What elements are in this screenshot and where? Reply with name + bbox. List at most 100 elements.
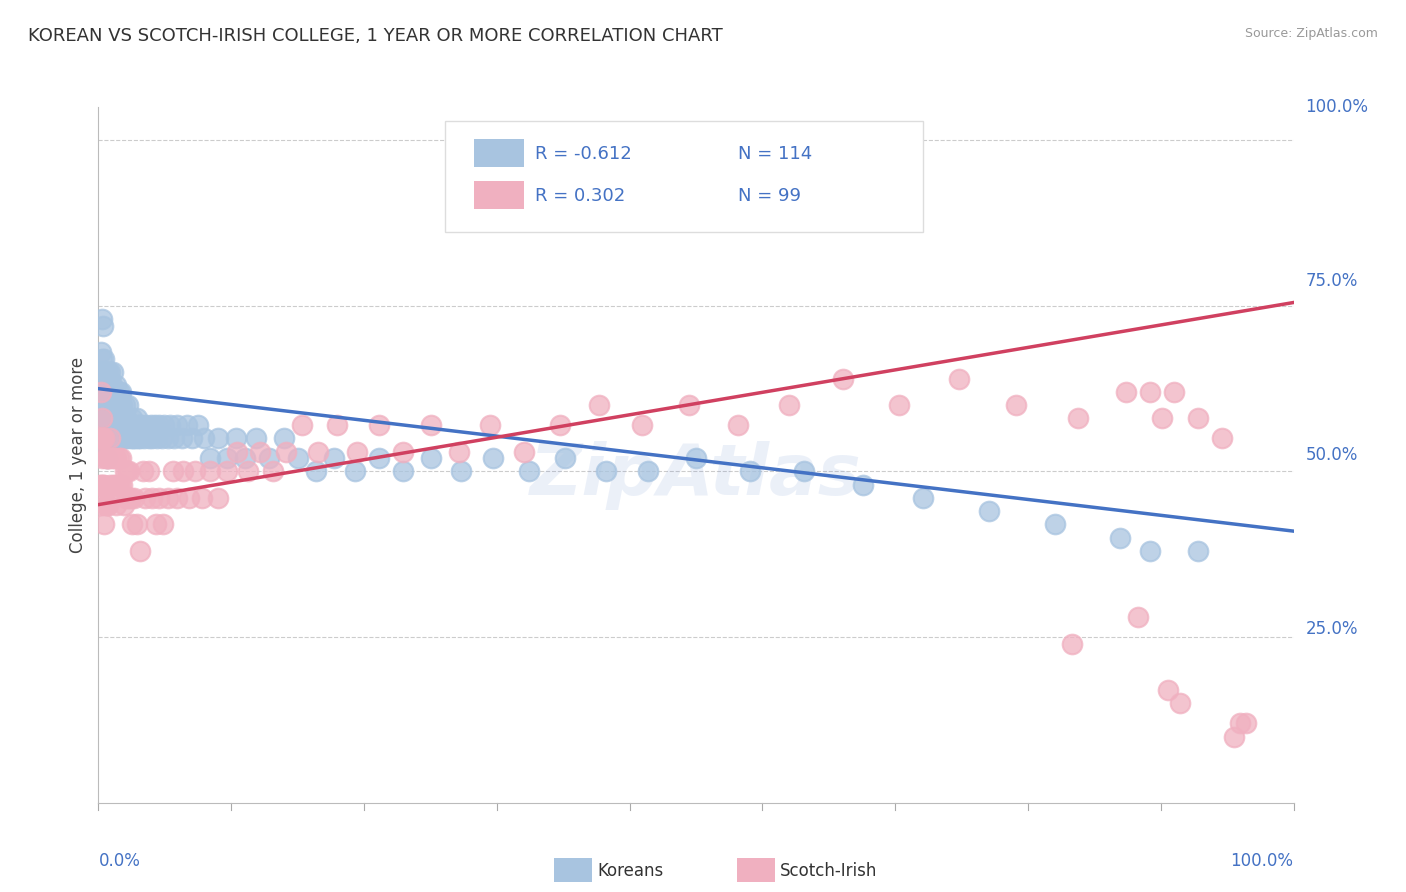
Point <box>108 398 131 412</box>
Point <box>207 491 229 505</box>
Text: Source: ZipAtlas.com: Source: ZipAtlas.com <box>1244 27 1378 40</box>
Point <box>93 418 115 433</box>
Point <box>107 418 129 433</box>
Point <box>105 411 128 425</box>
Point <box>180 431 202 445</box>
Point <box>138 465 160 479</box>
Point <box>90 477 112 491</box>
Point <box>1043 517 1066 532</box>
Point <box>1229 716 1251 731</box>
Point <box>141 431 163 445</box>
Text: N = 114: N = 114 <box>738 145 813 163</box>
Text: Scotch-Irish: Scotch-Irish <box>780 862 877 880</box>
Point <box>159 418 181 433</box>
Point <box>112 411 135 425</box>
Point <box>148 418 170 433</box>
Point <box>91 384 114 399</box>
Point <box>150 431 173 445</box>
Point <box>93 431 115 445</box>
Text: ZipAtlas: ZipAtlas <box>530 442 862 510</box>
Point <box>105 451 128 466</box>
Point <box>97 431 120 445</box>
Point <box>274 444 297 458</box>
Point <box>793 465 815 479</box>
Y-axis label: College, 1 year or more: College, 1 year or more <box>69 357 87 553</box>
Point <box>93 351 115 366</box>
Point <box>1150 411 1173 425</box>
Point <box>89 431 111 445</box>
Point <box>111 431 134 445</box>
Point <box>97 365 120 379</box>
Text: 50.0%: 50.0% <box>1305 446 1358 464</box>
Point <box>96 451 118 466</box>
Point <box>146 431 169 445</box>
Point <box>513 444 536 458</box>
Text: Koreans: Koreans <box>598 862 664 880</box>
Point <box>911 491 934 505</box>
Point <box>1168 697 1191 711</box>
Point <box>225 431 247 445</box>
Point <box>91 351 114 366</box>
Point <box>307 444 329 458</box>
Point <box>131 465 153 479</box>
Point <box>131 418 153 433</box>
Point <box>97 451 120 466</box>
Point <box>107 477 129 491</box>
Point <box>273 431 295 445</box>
Point <box>104 477 127 491</box>
Point <box>637 465 659 479</box>
Point <box>1128 610 1150 624</box>
Point <box>115 411 138 425</box>
Point <box>392 465 415 479</box>
Point <box>156 491 179 505</box>
Point <box>129 431 152 445</box>
Point <box>262 465 284 479</box>
Point <box>685 451 707 466</box>
Point <box>91 365 114 379</box>
Point <box>103 418 125 433</box>
Point <box>1109 531 1132 545</box>
Point <box>103 384 125 399</box>
Text: 0.0%: 0.0% <box>98 852 141 870</box>
Point <box>111 398 134 412</box>
Point <box>120 431 142 445</box>
Text: 75.0%: 75.0% <box>1305 272 1358 290</box>
Point <box>172 465 194 479</box>
Point <box>100 451 122 466</box>
Point <box>588 398 610 412</box>
Point <box>91 411 114 425</box>
Point <box>107 398 129 412</box>
FancyBboxPatch shape <box>474 181 524 209</box>
Point <box>322 451 344 466</box>
Text: R = -0.612: R = -0.612 <box>534 145 631 163</box>
Point <box>184 465 207 479</box>
Point <box>1067 411 1090 425</box>
Point <box>105 378 128 392</box>
Point <box>91 431 114 445</box>
Point <box>101 398 124 412</box>
Point <box>344 465 367 479</box>
Point <box>517 465 540 479</box>
Point <box>110 451 132 466</box>
Point <box>1005 398 1028 412</box>
Point <box>104 431 127 445</box>
Point <box>114 465 136 479</box>
Point <box>118 418 141 433</box>
Point <box>392 444 415 458</box>
Point <box>91 312 114 326</box>
Point <box>135 418 157 433</box>
Point <box>98 431 122 445</box>
FancyBboxPatch shape <box>474 139 524 167</box>
Point <box>122 431 145 445</box>
Point <box>93 477 115 491</box>
Point <box>105 498 128 512</box>
Point <box>124 418 146 433</box>
Point <box>97 498 120 512</box>
Point <box>118 465 141 479</box>
Point <box>368 418 391 433</box>
Point <box>94 398 117 412</box>
Point <box>449 444 471 458</box>
Point <box>852 477 875 491</box>
Point <box>107 431 129 445</box>
Text: KOREAN VS SCOTCH-IRISH COLLEGE, 1 YEAR OR MORE CORRELATION CHART: KOREAN VS SCOTCH-IRISH COLLEGE, 1 YEAR O… <box>28 27 723 45</box>
